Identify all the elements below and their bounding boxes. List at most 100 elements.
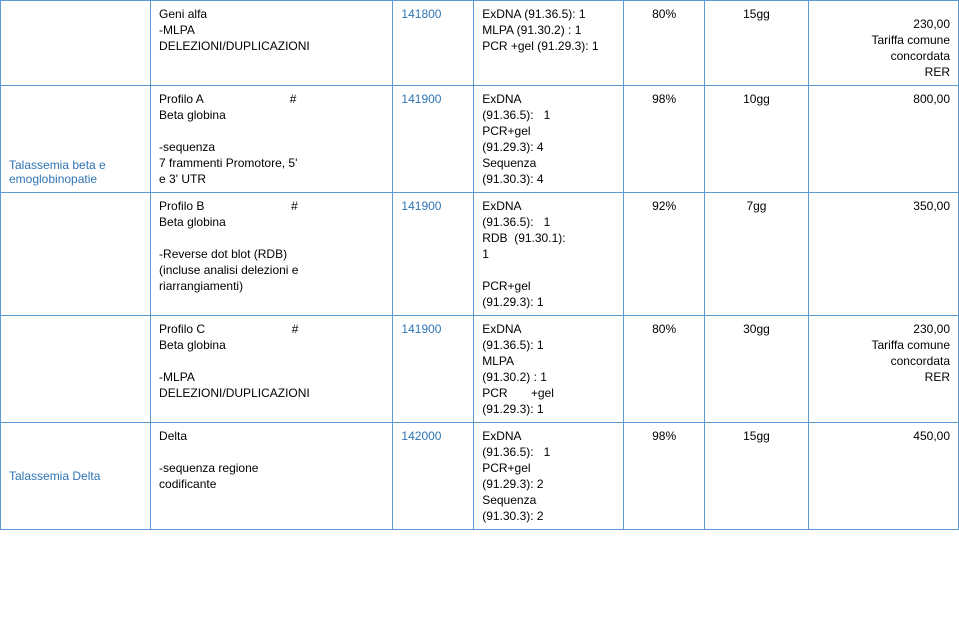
label-cell <box>1 1 151 86</box>
data-table: Geni alfa -MLPA DELEZIONI/DUPLICAZIONI 1… <box>0 0 959 530</box>
method-line: ExDNA <box>482 322 615 336</box>
desc-line: -sequenza <box>159 140 384 154</box>
price-cell: 230,00 Tariffa comune concordata RER <box>808 316 958 423</box>
code-cell: 141800 <box>393 1 474 86</box>
method-cell: ExDNA (91.36.5): 1 MLPA (91.30.2) : 1 PC… <box>474 316 624 423</box>
price-cell: 800,00 <box>808 86 958 193</box>
desc-line: Geni alfa <box>159 7 384 21</box>
method-line: ExDNA <box>482 199 615 213</box>
desc-line: -MLPA <box>159 370 384 384</box>
price-line: concordata <box>817 354 950 368</box>
desc-line: Profilo B # <box>159 199 384 213</box>
desc-line <box>159 231 384 245</box>
desc-line: Beta globina <box>159 338 384 352</box>
price-cell: 230,00 Tariffa comune concordata RER <box>808 1 958 86</box>
desc-line: DELEZIONI/DUPLICAZIONI <box>159 386 384 400</box>
desc-line: 7 frammenti Promotore, 5' <box>159 156 384 170</box>
desc-cell: Profilo C # Beta globina -MLPA DELEZIONI… <box>151 316 393 423</box>
price-line: concordata <box>817 49 950 63</box>
price-line: 450,00 <box>817 429 950 443</box>
days-cell: 30gg <box>705 316 809 423</box>
method-line: (91.30.3): 4 <box>482 172 615 186</box>
method-line: PCR +gel <box>482 386 615 400</box>
price-line: RER <box>817 370 950 384</box>
price-line: 230,00 <box>817 322 950 336</box>
method-cell: ExDNA (91.36.5): 1 MLPA (91.30.2) : 1 PC… <box>474 1 624 86</box>
category-label: Talassemia beta e emoglobinopatie <box>9 158 142 186</box>
desc-line <box>159 124 384 138</box>
desc-cell: Profilo A # Beta globina -sequenza 7 fra… <box>151 86 393 193</box>
desc-cell: Delta -sequenza regione codificante <box>151 423 393 530</box>
method-line: (91.29.3): 2 <box>482 477 615 491</box>
label-cell <box>1 193 151 316</box>
pct-cell: 80% <box>624 316 705 423</box>
method-cell: ExDNA (91.36.5): 1 RDB (91.30.1): 1 PCR+… <box>474 193 624 316</box>
desc-line: Profilo A # <box>159 92 384 106</box>
desc-line <box>159 445 384 459</box>
method-line: ExDNA <box>482 92 615 106</box>
method-line: Sequenza <box>482 156 615 170</box>
method-line: (91.29.3): 1 <box>482 402 615 416</box>
method-line: PCR+gel <box>482 461 615 475</box>
method-cell: ExDNA (91.36.5): 1 PCR+gel (91.29.3): 4 … <box>474 86 624 193</box>
desc-line: -Reverse dot blot (RDB) <box>159 247 384 261</box>
desc-line: Beta globina <box>159 108 384 122</box>
method-line: PCR+gel <box>482 279 615 293</box>
desc-line: DELEZIONI/DUPLICAZIONI <box>159 39 384 53</box>
desc-line: -sequenza regione <box>159 461 384 475</box>
table-row: Talassemia beta e emoglobinopatie Profil… <box>1 86 959 193</box>
code-cell: 141900 <box>393 316 474 423</box>
method-line: RDB (91.30.1): <box>482 231 615 245</box>
desc-cell: Geni alfa -MLPA DELEZIONI/DUPLICAZIONI <box>151 1 393 86</box>
pct-cell: 98% <box>624 86 705 193</box>
desc-cell: Profilo B # Beta globina -Reverse dot bl… <box>151 193 393 316</box>
days-cell: 15gg <box>705 1 809 86</box>
label-cell: Talassemia Delta <box>1 423 151 530</box>
method-line: PCR +gel (91.29.3): 1 <box>482 39 615 53</box>
code-cell: 141900 <box>393 86 474 193</box>
method-line: Sequenza <box>482 493 615 507</box>
days-cell: 7gg <box>705 193 809 316</box>
category-label: Talassemia Delta <box>9 469 142 483</box>
desc-line: Profilo C # <box>159 322 384 336</box>
price-line: Tariffa comune <box>817 33 950 47</box>
method-line: (91.29.3): 4 <box>482 140 615 154</box>
method-line: ExDNA (91.36.5): 1 <box>482 7 615 21</box>
table-row: Geni alfa -MLPA DELEZIONI/DUPLICAZIONI 1… <box>1 1 959 86</box>
label-cell <box>1 316 151 423</box>
method-line: (91.36.5): 1 <box>482 338 615 352</box>
method-line: (91.29.3): 1 <box>482 295 615 309</box>
desc-line: Delta <box>159 429 384 443</box>
table-row: Profilo C # Beta globina -MLPA DELEZIONI… <box>1 316 959 423</box>
table-row: Profilo B # Beta globina -Reverse dot bl… <box>1 193 959 316</box>
method-line: (91.36.5): 1 <box>482 108 615 122</box>
pct-cell: 92% <box>624 193 705 316</box>
desc-line: (incluse analisi delezioni e <box>159 263 384 277</box>
days-cell: 10gg <box>705 86 809 193</box>
price-line: 350,00 <box>817 199 950 213</box>
method-line <box>482 263 615 277</box>
price-line: 230,00 <box>817 17 950 31</box>
desc-line: -MLPA <box>159 23 384 37</box>
method-line: MLPA <box>482 354 615 368</box>
price-cell: 350,00 <box>808 193 958 316</box>
code-cell: 142000 <box>393 423 474 530</box>
desc-line: riarrangiamenti) <box>159 279 384 293</box>
days-cell: 15gg <box>705 423 809 530</box>
method-line: (91.36.5): 1 <box>482 215 615 229</box>
desc-line: Beta globina <box>159 215 384 229</box>
price-cell: 450,00 <box>808 423 958 530</box>
method-line: (91.30.2) : 1 <box>482 370 615 384</box>
pct-cell: 80% <box>624 1 705 86</box>
label-cell: Talassemia beta e emoglobinopatie <box>1 86 151 193</box>
desc-line: codificante <box>159 477 384 491</box>
method-line: PCR+gel <box>482 124 615 138</box>
method-line: (91.36.5): 1 <box>482 445 615 459</box>
price-line: Tariffa comune <box>817 338 950 352</box>
price-line: RER <box>817 65 950 79</box>
method-line: 1 <box>482 247 615 261</box>
desc-line: e 3' UTR <box>159 172 384 186</box>
table-row: Talassemia Delta Delta -sequenza regione… <box>1 423 959 530</box>
method-line: MLPA (91.30.2) : 1 <box>482 23 615 37</box>
method-line: ExDNA <box>482 429 615 443</box>
